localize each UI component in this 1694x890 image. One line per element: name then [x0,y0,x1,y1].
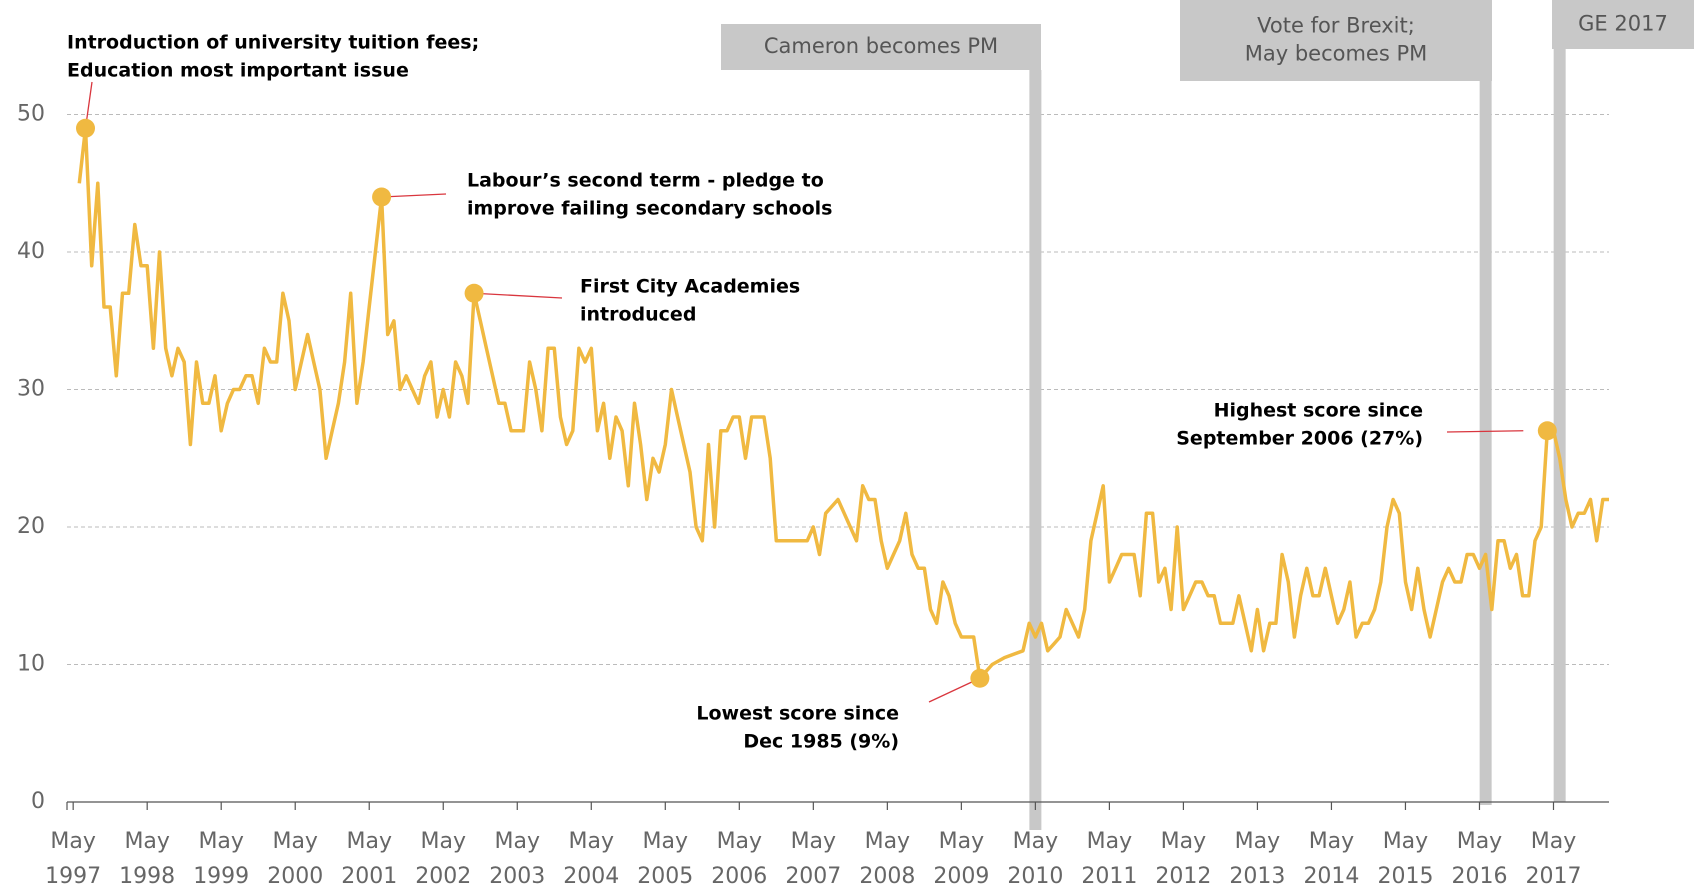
x-tick-label: May [717,829,762,854]
event-box [1552,0,1694,49]
y-tick-label: 20 [17,514,45,539]
x-tick-label: May [346,829,391,854]
annotation-dot [970,668,990,688]
y-tick-label: 50 [17,102,45,127]
annotation-text: Education most important issue [67,60,409,82]
x-tick-label: 2013 [1229,864,1285,889]
annotation-text: Introduction of university tuition fees; [67,32,479,54]
event-label: May becomes PM [1245,42,1428,66]
x-tick-label: May [1235,829,1280,854]
annotation-dot [372,187,392,207]
x-tick-label: May [569,829,614,854]
annotation-leader [474,292,563,299]
x-tick-label: May [1531,829,1576,854]
x-tick-label: May [272,829,317,854]
x-tick-label: 2000 [267,864,323,889]
y-tick-label: 40 [17,239,45,264]
annotation-leader [1446,430,1524,433]
x-tick-label: May [1309,829,1354,854]
event-bar [1553,49,1566,802]
annotation-text: introduced [580,304,696,326]
x-tick-label: 2002 [415,864,471,889]
x-tick-label: 2011 [1081,864,1137,889]
x-tick-label: May [50,829,95,854]
event-box [721,24,1041,70]
annotation-dot [1537,421,1557,441]
x-tick-label: May [1013,829,1058,854]
x-tick-label: May [1161,829,1206,854]
x-tick-label: 2010 [1007,864,1063,889]
x-tick-label: 2003 [489,864,545,889]
x-tick-label: 2009 [933,864,989,889]
data-line [77,126,1609,681]
annotation-text: September 2006 (27%) [1176,428,1423,450]
event-label: Cameron becomes PM [764,34,998,58]
x-tick-label: 2017 [1525,864,1581,889]
x-tick-label: 2006 [711,864,767,889]
x-tick-label: 2014 [1303,864,1359,889]
x-tick-label: May [421,829,466,854]
annotation-dot [76,118,96,138]
x-tick-label: 2012 [1155,864,1211,889]
event-label: Vote for Brexit; [1257,14,1415,38]
x-tick-label: May [198,829,243,854]
x-tick-label: May [1087,829,1132,854]
x-tick-label: 1997 [45,864,101,889]
event-bar [1029,70,1042,830]
x-tick-label: 2015 [1377,864,1433,889]
x-tick-label: May [939,829,984,854]
x-tick-label: May [495,829,540,854]
x-tick-label: 1999 [193,864,249,889]
annotation-text: improve failing secondary schools [467,198,832,220]
event-label: GE 2017 [1578,12,1668,36]
x-tick-label: May [791,829,836,854]
annotation-text: Highest score since [1214,400,1423,422]
x-tick-label: 1998 [119,864,175,889]
y-tick-label: 0 [31,789,45,814]
annotation-text: First City Academies [580,276,800,298]
x-tick-label: 2007 [785,864,841,889]
annotation-text: Labour’s second term - pledge to [467,170,824,192]
annotation-text: Lowest score since [696,703,899,725]
annotation-text: Dec 1985 (9%) [743,731,899,753]
y-tick-label: 10 [17,652,45,677]
y-tick-label: 30 [17,377,45,402]
x-tick-label: 2016 [1451,864,1507,889]
annotation-leader [381,193,447,198]
event-box [1180,0,1492,81]
x-tick-label: 2005 [637,864,693,889]
event-bar [1479,81,1492,805]
x-tick-label: 2008 [859,864,915,889]
x-tick-label: May [1457,829,1502,854]
x-tick-label: May [865,829,910,854]
x-tick-label: 2001 [341,864,397,889]
annotation-dot [464,283,484,303]
x-tick-label: 2004 [563,864,619,889]
x-tick-label: May [1383,829,1428,854]
x-tick-label: May [124,829,169,854]
x-tick-label: May [643,829,688,854]
